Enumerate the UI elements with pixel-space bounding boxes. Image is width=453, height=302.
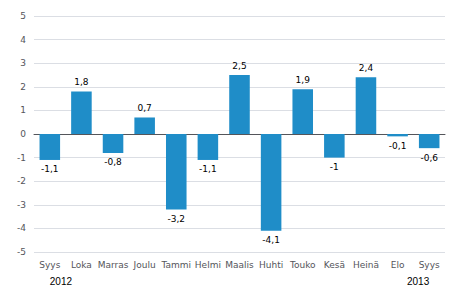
svg-text:-4: -4 [17,223,26,233]
svg-text:Joulu: Joulu [133,260,156,270]
svg-text:-0,6: -0,6 [420,153,438,163]
svg-text:2012: 2012 [50,276,73,287]
svg-text:0: 0 [20,129,26,139]
svg-text:0,7: 0,7 [137,103,151,113]
svg-text:2013: 2013 [407,276,430,287]
svg-text:2,5: 2,5 [232,61,246,71]
svg-text:Huhti: Huhti [259,260,283,270]
svg-text:1,8: 1,8 [74,77,89,87]
svg-text:Tammi: Tammi [160,260,191,270]
svg-text:-1,1: -1,1 [199,164,217,174]
svg-text:Marras: Marras [98,260,129,270]
svg-text:Syys: Syys [39,260,60,270]
svg-text:Touko: Touko [289,260,316,270]
svg-text:-1,1: -1,1 [41,164,59,174]
svg-text:-4,1: -4,1 [262,235,280,245]
svg-text:2,4: 2,4 [359,63,374,73]
svg-text:4: 4 [20,35,26,45]
svg-text:1: 1 [20,105,26,115]
svg-text:-1: -1 [330,162,339,172]
svg-text:5: 5 [20,11,26,21]
svg-text:2: 2 [20,82,26,92]
svg-text:Heinä: Heinä [353,260,379,270]
svg-text:-0,8: -0,8 [104,157,122,167]
svg-text:Helmi: Helmi [195,260,221,270]
svg-text:Loka: Loka [71,260,92,270]
svg-text:Kesä: Kesä [324,260,345,270]
svg-text:-3,2: -3,2 [167,214,185,224]
svg-text:-1: -1 [17,153,26,163]
svg-text:Elo: Elo [391,260,405,270]
svg-text:-5: -5 [17,247,26,257]
svg-text:Syys: Syys [419,260,440,270]
svg-text:3: 3 [20,58,26,68]
svg-text:Maalis: Maalis [225,260,254,270]
svg-text:1,9: 1,9 [296,75,311,85]
svg-text:-2: -2 [17,176,26,186]
svg-text:-3: -3 [17,200,26,210]
svg-text:-0,1: -0,1 [389,141,407,151]
